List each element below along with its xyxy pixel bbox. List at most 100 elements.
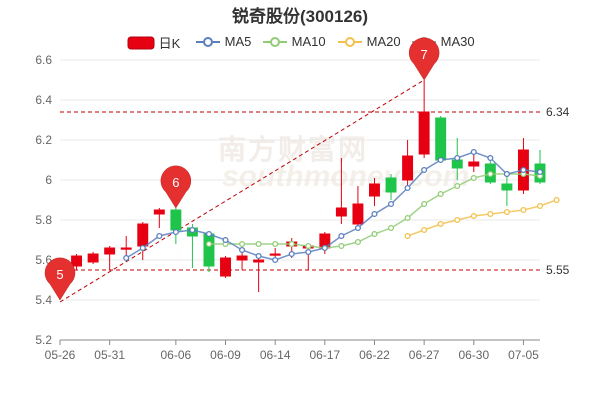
ma20-point [437,220,444,228]
pin-marker-label: 5 [56,267,63,282]
ma5-point [520,166,527,174]
ma5-point [470,148,477,156]
ma10-point [354,238,361,246]
candle-body [352,203,364,225]
ma10-point [255,240,262,248]
candle-body [137,223,149,247]
x-tick-label: 06-27 [409,348,440,362]
legend-label-ma5: MA5 [224,34,252,50]
ma10-point [387,224,395,232]
ma5-point [454,154,461,162]
legend-item-ma5[interactable]: MA5 [195,33,251,49]
ma20-point [503,208,510,216]
ma10-point [371,230,378,238]
ma10-point [454,182,461,190]
candle-body [153,209,165,215]
candle [501,174,513,206]
y-tick-label: 6 [45,173,52,187]
legend-item-ma10[interactable]: MA10 [262,33,326,49]
candle-body [385,177,397,193]
candle-body [501,183,513,191]
ma20-point [520,206,527,214]
x-tick-label: 06-06 [161,348,192,362]
candle-body [402,155,414,181]
candle [402,140,414,188]
ma20-point [404,232,411,240]
legend-item-kline[interactable]: 日K [127,33,180,52]
ma5-point [189,226,196,234]
reference-line-label: 5.55 [546,263,570,277]
ma5-point [205,230,213,238]
ma5-point [321,244,328,252]
y-tick-label: 6.4 [35,93,52,107]
ma10-point [239,240,246,248]
ma5-point [421,166,428,174]
candle [468,154,480,172]
x-tick-label: 07-05 [508,348,539,362]
y-tick-label: 6.6 [35,53,52,67]
ma10-point [272,240,279,248]
candle [87,252,99,264]
ma5-point [139,244,146,252]
candle [220,256,231,278]
x-tick-label: 06-30 [458,348,489,362]
ma10-point [404,214,411,222]
y-tick-label: 5.8 [35,213,52,227]
candle [137,222,149,260]
ma10-point [470,174,477,182]
ma10-point [288,240,295,248]
ma5-point [371,210,378,218]
candle-body [369,183,380,197]
candle-body [220,257,231,277]
ma5-point [354,224,361,232]
ma10-point [487,170,494,178]
pin-marker-shape [160,165,192,209]
ma5-point [305,248,312,256]
candle [153,208,165,228]
y-tick-label: 5.4 [35,293,52,307]
ma5-point [387,200,395,208]
candle-body [203,233,215,267]
ma20-point [470,212,477,220]
candle [71,254,83,270]
ma10-point [205,240,213,248]
candle-body [253,259,265,263]
ma5-point [288,250,295,258]
kline-legend-icon [127,36,155,49]
candle [385,174,397,200]
ma5-point [503,170,510,178]
legend-label-ma10: MA10 [291,34,326,50]
ma10-legend-icon [263,36,287,47]
watermark-en: southmoney.com [222,160,470,193]
candle-body [418,111,430,155]
candle-body [71,255,83,267]
pin-marker: 7 [408,37,440,81]
candle-body [435,117,447,161]
candle [104,246,116,270]
pin-marker-label: 7 [421,47,428,62]
candle-body [104,247,116,255]
pin-marker: 6 [160,165,192,209]
ma10-point [437,190,444,198]
candle [236,252,248,270]
candle-body [451,159,463,169]
legend-item-ma20[interactable]: MA20 [337,33,401,49]
ma5-point [437,156,444,164]
ma5-point [536,168,544,176]
trend-line [59,79,425,303]
ma20-legend-icon [338,36,362,47]
x-tick-label: 06-17 [309,348,340,362]
y-tick-label: 5.2 [35,333,52,347]
ma20-point [536,202,544,210]
ma20-line [407,199,557,237]
candle-body [120,247,132,250]
y-tick-label: 6.2 [35,133,52,147]
x-tick-label: 05-26 [45,348,76,362]
chart-title: 锐奇股份(300126) [231,7,369,26]
x-tick-label: 06-09 [210,348,241,362]
ma5-point [172,228,179,236]
ma10-point [305,242,312,250]
candle [352,186,364,230]
ma20-point [487,210,494,218]
